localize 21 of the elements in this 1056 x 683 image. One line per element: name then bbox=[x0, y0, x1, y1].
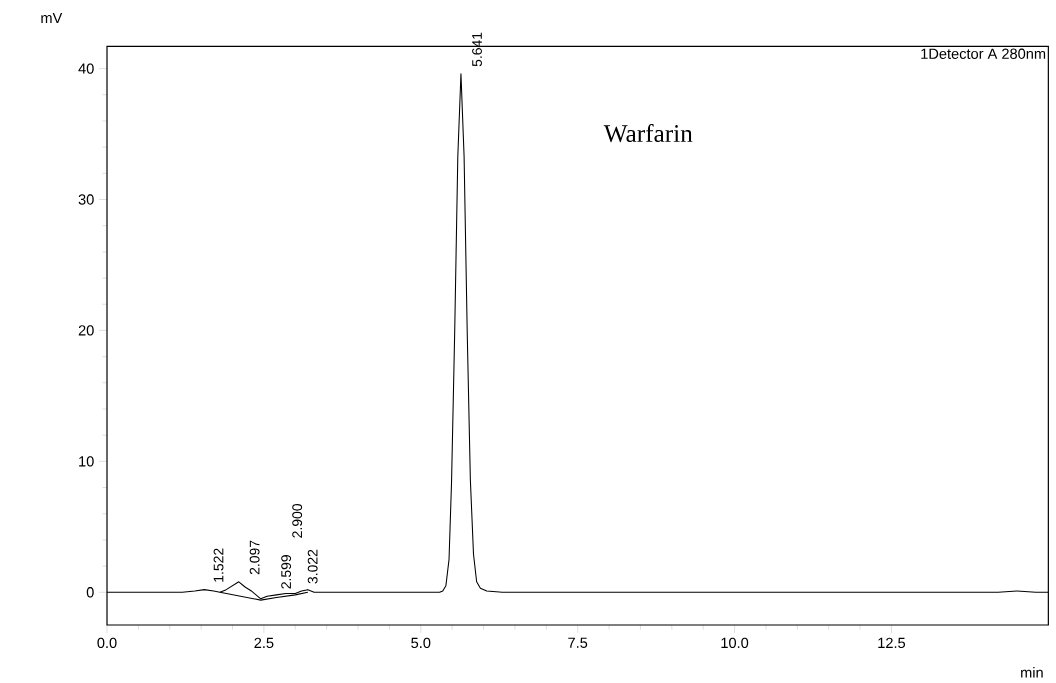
annotation: 2.599 bbox=[281, 555, 292, 589]
y-tick-label: 10 bbox=[79, 456, 94, 467]
x-tick-label: 0.0 bbox=[97, 637, 117, 649]
x-axis-title: min bbox=[1021, 667, 1043, 678]
y-axis-title: mV bbox=[41, 12, 63, 23]
x-tick-label: 7.5 bbox=[568, 637, 588, 648]
annotation: 3.022 bbox=[307, 549, 318, 584]
x-tick-label: 10.0 bbox=[721, 637, 749, 649]
x-tick-label: 5.0 bbox=[411, 637, 431, 649]
annotation: 2.900 bbox=[292, 503, 303, 538]
x-tick-label: 2.5 bbox=[254, 637, 274, 649]
y-tick-label: 0 bbox=[86, 587, 94, 598]
x-tick-label: 12.5 bbox=[878, 637, 906, 649]
annotation: 5.641 bbox=[472, 32, 482, 67]
y-tick-label: 20 bbox=[78, 325, 94, 336]
annotation: 2.097 bbox=[249, 540, 260, 575]
annotation: Warfarin bbox=[603, 124, 693, 143]
annotation: 1Detector A 280nm bbox=[921, 48, 1046, 59]
y-tick-label: 40 bbox=[78, 63, 94, 74]
annotation: 1.522 bbox=[213, 548, 224, 582]
y-tick-label: 30 bbox=[78, 194, 94, 205]
